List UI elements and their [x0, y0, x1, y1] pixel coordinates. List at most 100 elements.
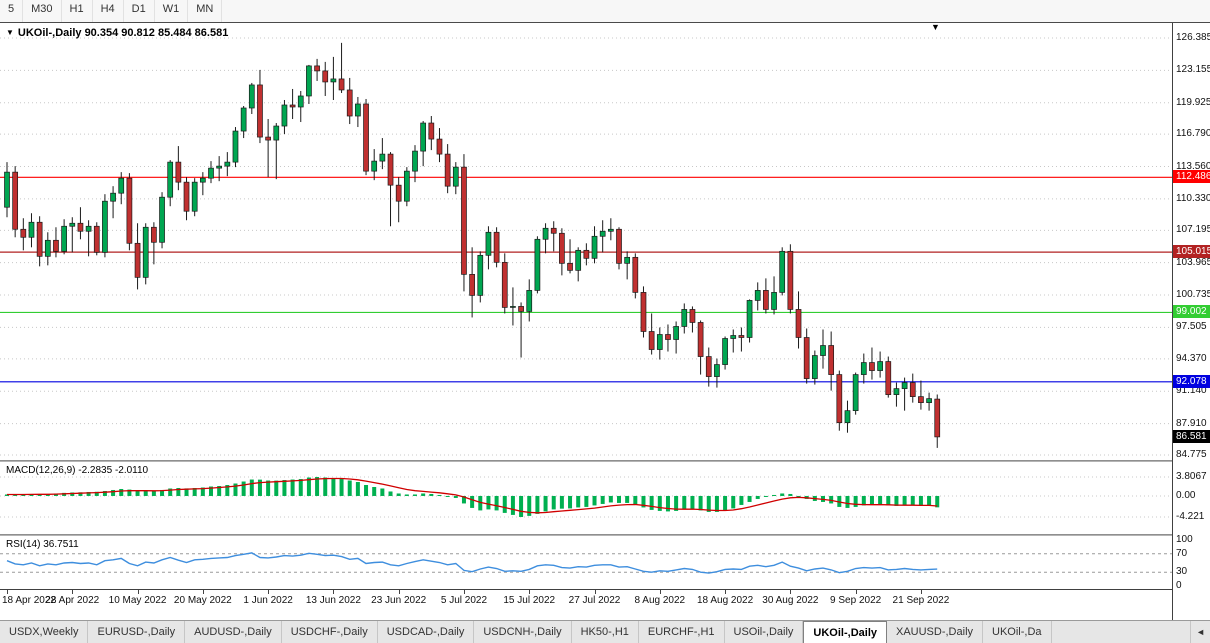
candles — [4, 42, 941, 448]
chart-tab-eurusd-daily[interactable]: EURUSD-,Daily — [88, 621, 186, 643]
macd-axis-label: 3.8067 — [1176, 471, 1207, 482]
time-axis-separator — [0, 589, 1210, 590]
macd-axis-label: 0.00 — [1176, 489, 1196, 501]
time-axis-label: 9 Sep 2022 — [830, 595, 882, 606]
price-chart-svg[interactable] — [0, 23, 1172, 460]
level-price-tag: 92.078 — [1173, 374, 1210, 388]
time-axis-label: 28 Apr 2022 — [45, 595, 100, 606]
period-button-d1[interactable]: D1 — [124, 0, 155, 22]
price-axis-label: 113.560 — [1176, 160, 1210, 172]
time-axis-label: 5 Jul 2022 — [440, 595, 488, 606]
rsi-indicator-value: 36.7511 — [43, 539, 79, 550]
chart-tab-ukoil-daily[interactable]: UKOil-,Daily — [803, 621, 887, 643]
time-axis-tick — [659, 590, 661, 594]
price-axis-label: 119.925 — [1176, 96, 1210, 108]
chart-tab-usdchf-daily[interactable]: USDCHF-,Daily — [282, 621, 378, 643]
price-axis-label: 100.735 — [1176, 289, 1210, 301]
rsi-line — [6, 552, 938, 574]
collapse-arrow-icon[interactable]: ▼ — [6, 28, 14, 37]
rsi-axis-label: 0 — [1176, 580, 1182, 591]
panel-splitter[interactable] — [0, 534, 1210, 536]
time-axis-label: 20 May 2022 — [173, 595, 232, 606]
period-button-m30[interactable]: M30 — [23, 0, 62, 22]
period-button-w1[interactable]: W1 — [155, 0, 189, 22]
price-grid — [0, 37, 1172, 456]
panel-splitter[interactable] — [0, 460, 1210, 462]
current-price-tag: 86.581 — [1173, 429, 1210, 443]
rsi-label: RSI(14) 36.7511 — [6, 539, 79, 550]
time-axis-tick — [72, 590, 74, 594]
time-axis-tick — [594, 590, 596, 594]
time-axis-label: 8 Aug 2022 — [634, 595, 686, 606]
time-axis-label: 13 Jun 2022 — [305, 595, 361, 606]
time-axis-label: 15 Jul 2022 — [503, 595, 556, 606]
macd-panel-svg[interactable] — [0, 462, 1172, 534]
time-axis-tick — [202, 590, 204, 594]
horizontal-level-lines[interactable] — [0, 176, 1172, 383]
price-axis-label: 110.330 — [1176, 192, 1210, 204]
time-axis-label: 1 Jun 2022 — [243, 595, 293, 606]
time-axis-tick — [725, 590, 727, 594]
time-axis-label: 30 Aug 2022 — [762, 595, 819, 606]
macd-indicator-values: -2.2835 -2.0110 — [78, 465, 149, 476]
period-button-h1[interactable]: H1 — [62, 0, 93, 22]
time-axis-label: 21 Sep 2022 — [892, 595, 950, 606]
price-axis-label: 107.195 — [1176, 224, 1210, 236]
chart-tab-eurchf-h1[interactable]: EURCHF-,H1 — [639, 621, 725, 643]
time-axis-tick — [920, 590, 922, 594]
level-price-tag: 112.486 — [1173, 170, 1210, 184]
price-axis-label: 123.155 — [1176, 64, 1210, 76]
macd-axis-label: -4.221 — [1176, 511, 1205, 522]
rsi-panel-svg[interactable] — [0, 536, 1172, 589]
price-axis-label: 116.790 — [1176, 128, 1210, 140]
time-axis-tick — [855, 590, 857, 594]
macd-indicator-name: MACD(12,26,9) — [6, 465, 76, 476]
chart-title-ohlc: 90.354 90.812 85.484 86.581 — [84, 27, 229, 39]
price-axis-label: 97.505 — [1176, 321, 1207, 333]
period-button-mn[interactable]: MN — [188, 0, 223, 22]
time-axis-label: 10 May 2022 — [108, 595, 167, 606]
chart-title: ▼ UKOil-,Daily 90.354 90.812 85.484 86.58… — [6, 27, 228, 39]
price-axis[interactable]: 126.385 123.155 119.925 116.790 113.560 110.3… — [1172, 23, 1210, 620]
tab-scroll-left-button[interactable]: ◄ — [1190, 621, 1210, 643]
chart-tab-usdcnh-daily[interactable]: USDCNH-,Daily — [474, 621, 572, 643]
time-axis-tick — [268, 590, 270, 594]
price-axis-label: 94.370 — [1176, 352, 1207, 364]
chart-tab-hk50-h1[interactable]: HK50-,H1 — [572, 621, 639, 643]
level-price-tag: 99.002 — [1173, 305, 1210, 319]
chart-tab-xauusd-daily[interactable]: XAUUSD-,Daily — [887, 621, 984, 643]
time-axis-tick — [137, 590, 139, 594]
chart-title-symbol: UKOil-,Daily — [17, 27, 82, 39]
chart-tab-usdx-weekly[interactable]: USDX,Weekly — [0, 621, 89, 643]
rsi-axis-label: 30 — [1176, 566, 1188, 578]
price-axis-label: 91.140 — [1176, 385, 1207, 397]
period-toolbar: 5 M30 H1 H4 D1 W1 MN — [0, 0, 1210, 23]
chart-shift-marker-icon[interactable]: ▼ — [931, 22, 940, 32]
time-axis-tick — [398, 590, 400, 594]
price-axis-label: 87.910 — [1176, 417, 1207, 429]
chart-tab-audusd-daily[interactable]: AUDUSD-,Daily — [185, 621, 282, 643]
rsi-axis-label: 70 — [1176, 547, 1188, 559]
time-axis-label: 18 Apr 2022 — [2, 595, 56, 606]
level-price-tag: 105.015 — [1173, 245, 1210, 259]
time-axis-tick — [529, 590, 531, 594]
time-axis-tick — [790, 590, 792, 594]
chart-tab-usdcad-daily[interactable]: USDCAD-,Daily — [378, 621, 475, 643]
macd-signal-line — [7, 477, 938, 514]
time-axis-tick — [7, 590, 8, 594]
period-button-5[interactable]: 5 — [0, 0, 24, 22]
macd-label: MACD(12,26,9) -2.2835 -2.0110 — [6, 465, 148, 476]
time-axis[interactable]: 18 Apr 2022 28 Apr 2022 10 May 2022 20 May … — [0, 590, 1172, 620]
time-axis-tick — [333, 590, 335, 594]
time-axis-label: 27 Jul 2022 — [568, 595, 621, 606]
chart-tab-bar: USDX,Weekly EURUSD-,Daily AUDUSD-,Daily USD… — [0, 620, 1210, 643]
macd-histogram — [5, 476, 940, 517]
rsi-indicator-name: RSI(14) — [6, 539, 41, 550]
period-button-h4[interactable]: H4 — [93, 0, 124, 22]
chart-tab-usoil-daily[interactable]: USOil-,Daily — [725, 621, 804, 643]
time-axis-label: 23 Jun 2022 — [371, 595, 427, 606]
price-axis-label: 126.385 — [1176, 32, 1210, 43]
rsi-axis-label: 100 — [1176, 534, 1193, 545]
chart-tab-ukoil-da[interactable]: UKOil-,Da — [983, 621, 1052, 643]
